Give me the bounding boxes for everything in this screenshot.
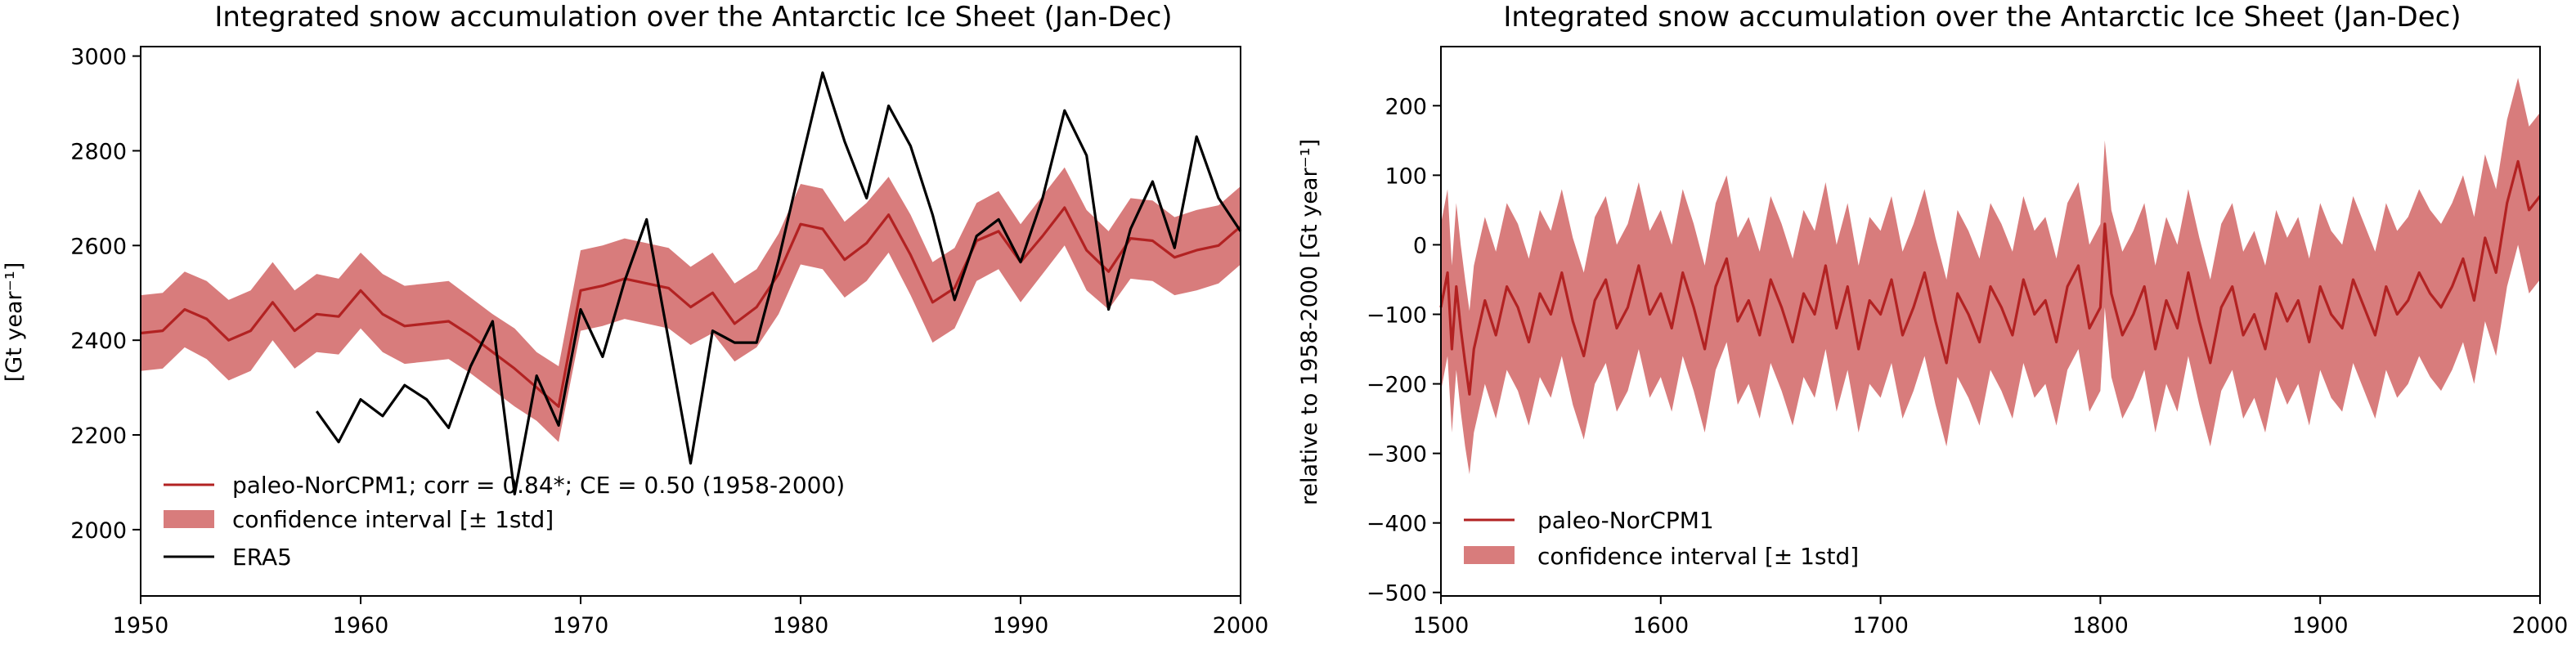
left-x-tick-label-1950: 1950 (113, 613, 169, 638)
left-chart-marks (140, 71, 1242, 496)
left-chart-title: Integrated snow accumulation over the An… (214, 1, 1172, 34)
left-series-line-paleo-norcpm1 (140, 206, 1242, 408)
left-x-tick-label-1990: 1990 (993, 613, 1049, 638)
right-y-tick-label-minus-500: −500 (1367, 581, 1427, 607)
left-chart-axes-frame (140, 46, 1241, 597)
right-x-tick-label-1900: 1900 (2292, 613, 2349, 638)
right-y-tick-label-minus-200: −200 (1367, 373, 1427, 398)
right-confidence-band-paleo-norcpm1 (1441, 78, 2540, 475)
right-y-tick-label-minus-300: −300 (1367, 442, 1427, 468)
left-y-tick-label-2400: 2400 (70, 329, 127, 354)
legend-patch-confidence-interval (164, 510, 214, 528)
legend-label-era5: ERA5 (232, 544, 292, 571)
left-chart-y-axis-label: [Gt year⁻¹] (2, 262, 27, 382)
right-x-tick-label-1500: 1500 (1413, 613, 1470, 638)
left-confidence-band-paleo-norcpm1 (141, 167, 1241, 442)
left-y-tick-label-2600: 2600 (70, 234, 127, 259)
left-y-tick-label-2200: 2200 (70, 423, 127, 449)
right-chart-title: Integrated snow accumulation over the An… (1503, 1, 2461, 34)
left-x-tick-label-1980: 1980 (773, 613, 829, 638)
right-series-line-paleo-norcpm1 (1439, 159, 2542, 396)
legend-label-confidence-interval: confidence interval [± 1std] (1537, 543, 1859, 570)
right-x-tick-label-1700: 1700 (1852, 613, 1909, 638)
right-y-tick-label-minus-100: −100 (1367, 302, 1427, 328)
right-x-tick-label-2000: 2000 (2512, 613, 2569, 638)
right-y-tick-label-100: 100 (1384, 163, 1427, 189)
right-y-tick-label-minus-400: −400 (1367, 512, 1427, 537)
left-chart-ticks: 1950 1960 1970 1980 1990 2000 2000 2200 2400 2600… (70, 45, 1268, 638)
left-series-line-era5 (315, 71, 1242, 496)
legend-patch-confidence-interval (1464, 546, 1515, 564)
left-x-tick-label-1960: 1960 (333, 613, 389, 638)
right-chart-axes-frame (1440, 46, 2541, 597)
left-chart-panel: Integrated snow accumulation over the An… (2, 1, 1268, 638)
legend-label-paleo-norcpm1: paleo-NorCPM1 (1537, 507, 1714, 534)
left-y-tick-label-2000: 2000 (70, 518, 127, 544)
right-y-tick-label-200: 200 (1384, 94, 1427, 119)
right-chart-legend: paleo-NorCPM1 confidence interval [± 1st… (1464, 507, 1859, 570)
left-y-tick-label-3000: 3000 (70, 45, 127, 70)
right-chart-panel: Integrated snow accumulation over the An… (1297, 1, 2568, 638)
right-chart-marks (1439, 78, 2542, 475)
left-x-tick-label-1970: 1970 (553, 613, 609, 638)
left-chart-legend: paleo-NorCPM1; corr = 0.84*; CE = 0.50 (… (164, 472, 845, 571)
left-y-tick-label-2800: 2800 (70, 139, 127, 164)
right-x-tick-label-1800: 1800 (2072, 613, 2129, 638)
right-x-tick-label-1600: 1600 (1632, 613, 1689, 638)
right-y-tick-label-0: 0 (1413, 233, 1427, 258)
left-x-tick-label-2000: 2000 (1213, 613, 1269, 638)
legend-label-paleo-norcpm1: paleo-NorCPM1; corr = 0.84*; CE = 0.50 (… (232, 472, 845, 499)
right-chart-y-axis-label: relative to 1958-2000 [Gt year⁻¹] (1297, 139, 1322, 505)
legend-label-confidence-interval: confidence interval [± 1std] (232, 506, 554, 533)
right-chart-ticks: 1500 1600 1700 1800 1900 2000−500−400−300−200… (1367, 94, 2569, 638)
